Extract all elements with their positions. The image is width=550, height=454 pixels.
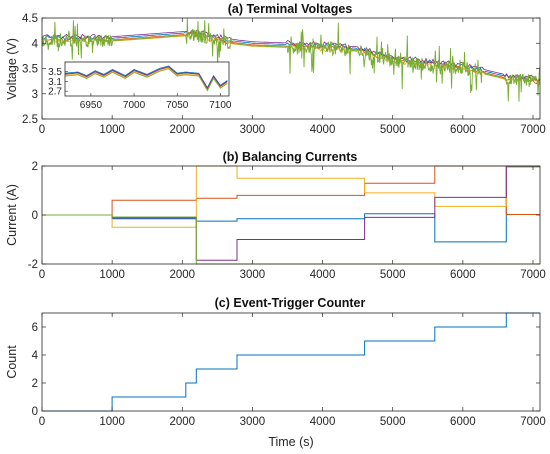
x-tick-label: 4000	[310, 124, 336, 136]
axes-b: 0 1000 2000 3000 4000 5000 6000 7000-202	[28, 161, 546, 281]
inset-series-purple	[64, 66, 228, 90]
inset-frame	[64, 61, 230, 97]
y-tick-label: 4	[32, 350, 39, 362]
y-tick-label: 2	[32, 161, 38, 173]
panel-event-trigger-counter: (c) Event-Trigger Counter Count 0 1000 200…	[5, 296, 546, 449]
axes-c: 0 1000 2000 3000 4000 5000 6000 7000 0 2 4 6	[32, 313, 546, 428]
x-tick-label: 0	[39, 269, 45, 281]
x-tick-label: 2000	[169, 124, 195, 136]
x-tick-label: 3000	[240, 416, 266, 428]
inset-y-tick-label: 3.5	[48, 67, 62, 78]
plot-area-c	[42, 313, 540, 411]
y-tick-label: 2	[32, 378, 38, 390]
chart-title-a: (a) Terminal Voltages	[228, 2, 353, 16]
x-tick-label: 5000	[380, 416, 406, 428]
inset-y-tick-label: 2.7	[48, 87, 62, 98]
inset-series-green	[64, 68, 228, 92]
series-group-a	[41, 17, 541, 102]
y-tick-label: 3.5	[22, 64, 38, 76]
plot-area-b	[42, 166, 540, 264]
x-tick-label: 6000	[450, 416, 476, 428]
voltage-series-green	[41, 17, 541, 102]
x-tick-label: 7000	[520, 416, 546, 428]
inset-zoom: 6950 7000 7050 7100 2.73.13.5	[48, 61, 232, 111]
y-tick-label: 4.5	[22, 13, 38, 25]
x-tick-label: 3000	[240, 124, 266, 136]
y-axis-label-a: Voltage (V)	[5, 38, 19, 100]
chart-title-c: (c) Event-Trigger Counter	[215, 296, 366, 310]
x-tick-label: 1000	[99, 269, 125, 281]
inset-area	[65, 62, 229, 96]
inset-x-tick-label: 7100	[209, 100, 232, 111]
x-tick-label: 6000	[450, 124, 476, 136]
x-tick-label: 5000	[380, 269, 406, 281]
inset-y-tick-label: 3.1	[48, 77, 62, 88]
chart-title-b: (b) Balancing Currents	[223, 150, 358, 164]
plot-frame-c	[41, 312, 541, 412]
inset-x-tick-label: 6950	[80, 100, 103, 111]
y-tick-label: 0	[32, 210, 38, 222]
inset-x-tick-label: 7000	[123, 100, 146, 111]
x-tick-label: 0	[39, 124, 45, 136]
x-tick-label: 1000	[99, 416, 125, 428]
inset-x-tick-label: 7050	[166, 100, 189, 111]
inset-axes: 6950 7000 7050 7100 2.73.13.5	[48, 67, 232, 111]
y-axis-label-c: Count	[5, 345, 19, 379]
x-tick-label: 4000	[310, 416, 336, 428]
inset-series-blue	[64, 65, 228, 89]
axes-a: 0 1000 2000 3000 4000 5000 6000 7000 2.5 3 3.5 4 4.5	[22, 13, 546, 136]
x-tick-label: 5000	[380, 124, 406, 136]
panel-balancing-currents: (b) Balancing Currents Current (A) 0 1000…	[5, 150, 546, 281]
current-series-yellow	[42, 165, 540, 228]
y-tick-label: 6	[32, 322, 38, 334]
y-tick-label: 3	[32, 89, 38, 101]
series-group-c	[42, 312, 540, 412]
x-tick-label: 4000	[310, 269, 336, 281]
x-tick-label: 0	[39, 416, 45, 428]
y-tick-label: 0	[32, 406, 38, 418]
y-tick-label: 2.5	[22, 114, 38, 126]
x-tick-label: 6000	[450, 269, 476, 281]
current-series-purple	[42, 165, 540, 261]
y-tick-label: 4	[32, 38, 39, 50]
counter-series	[42, 312, 540, 412]
current-series-blue	[42, 166, 540, 243]
x-tick-label: 7000	[520, 124, 546, 136]
x-tick-label: 1000	[99, 124, 125, 136]
x-tick-label: 2000	[169, 416, 195, 428]
y-tick-label: -2	[28, 259, 38, 271]
panel-terminal-voltages: (a) Terminal Voltages Voltage (V) 0 1000 2…	[5, 2, 546, 136]
x-tick-label: 7000	[520, 269, 546, 281]
inset-series-group	[64, 65, 228, 92]
x-tick-label: 2000	[169, 269, 195, 281]
y-axis-label-b: Current (A)	[5, 184, 19, 246]
x-tick-label: 3000	[240, 269, 266, 281]
x-axis-label-c: Time (s)	[268, 435, 313, 449]
